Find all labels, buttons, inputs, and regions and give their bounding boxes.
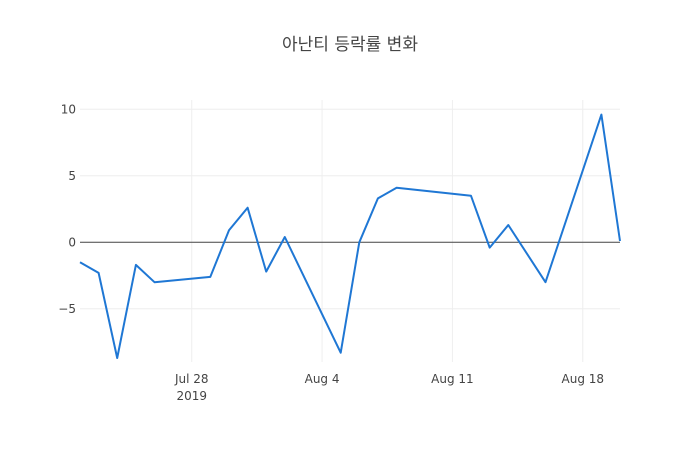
x-tick-label: Aug 11	[431, 372, 474, 386]
y-tick-label: 10	[61, 102, 76, 116]
grid-layer	[80, 100, 620, 362]
y-tick-label: −5	[58, 302, 76, 316]
y-tick-label: 5	[68, 169, 76, 183]
x-tick-label: Aug 4	[305, 372, 340, 386]
chart-title: 아난티 등락률 변화	[282, 35, 418, 55]
axis-layer: 10 5 0 −5 Jul 28 2019 Aug 4 Aug 11 Aug 18	[58, 102, 620, 403]
series-line	[79, 113, 621, 359]
x-tick-sublabel: 2019	[176, 389, 207, 403]
x-tick-label: Aug 18	[562, 372, 605, 386]
series-layer	[79, 113, 621, 359]
x-tick-label: Jul 28	[174, 372, 209, 386]
y-tick-label: 0	[68, 235, 76, 249]
